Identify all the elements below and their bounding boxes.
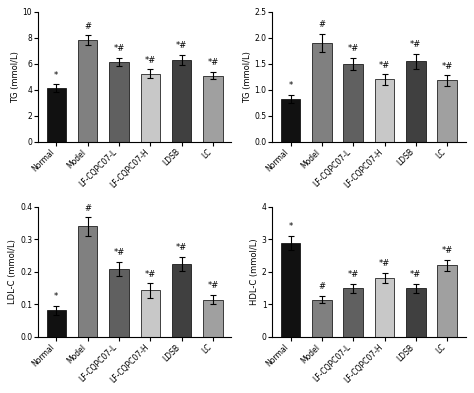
Text: *#: *# <box>410 40 421 50</box>
Text: *#: *# <box>207 58 219 67</box>
Bar <box>406 288 426 337</box>
Text: #: # <box>319 282 325 291</box>
Text: *#: *# <box>379 259 390 268</box>
Bar <box>46 88 66 142</box>
Bar <box>78 226 97 337</box>
Bar <box>281 243 300 337</box>
Bar <box>344 64 363 142</box>
Text: *#: *# <box>176 243 187 252</box>
Bar <box>141 73 160 142</box>
Text: *: * <box>288 81 292 90</box>
Bar <box>172 60 191 142</box>
Text: *#: *# <box>347 44 359 53</box>
Text: *#: *# <box>145 270 156 279</box>
Text: *#: *# <box>207 281 219 290</box>
Bar <box>344 288 363 337</box>
Text: *: * <box>288 222 292 231</box>
Bar <box>109 269 128 337</box>
Y-axis label: TG (mmol/L): TG (mmol/L) <box>243 51 252 103</box>
Text: *: * <box>54 71 58 80</box>
Bar <box>375 79 394 142</box>
Bar <box>406 61 426 142</box>
Bar <box>375 278 394 337</box>
Bar <box>203 299 223 337</box>
Text: *#: *# <box>441 246 453 255</box>
Bar <box>78 40 97 142</box>
Text: *: * <box>54 292 58 301</box>
Bar <box>438 81 457 142</box>
Text: #: # <box>319 20 325 29</box>
Text: *#: *# <box>145 56 156 65</box>
Bar <box>203 75 223 142</box>
Text: *#: *# <box>441 62 453 71</box>
Bar <box>141 290 160 337</box>
Text: *#: *# <box>347 270 359 279</box>
Text: *#: *# <box>113 44 125 53</box>
Bar <box>312 299 332 337</box>
Y-axis label: LDL-C (mmol/L): LDL-C (mmol/L) <box>9 239 18 305</box>
Bar <box>46 310 66 337</box>
Bar <box>281 99 300 142</box>
Bar <box>109 62 128 142</box>
Y-axis label: TG (mmol/L): TG (mmol/L) <box>11 51 20 103</box>
Text: *#: *# <box>379 61 390 70</box>
Text: *#: *# <box>176 41 187 50</box>
Text: #: # <box>84 204 91 213</box>
Text: #: # <box>84 22 91 31</box>
Text: *#: *# <box>410 270 421 279</box>
Bar <box>312 43 332 142</box>
Bar <box>172 264 191 337</box>
Bar <box>438 265 457 337</box>
Text: *#: *# <box>113 248 125 257</box>
Y-axis label: HDL-C (mmol/L): HDL-C (mmol/L) <box>250 239 259 305</box>
